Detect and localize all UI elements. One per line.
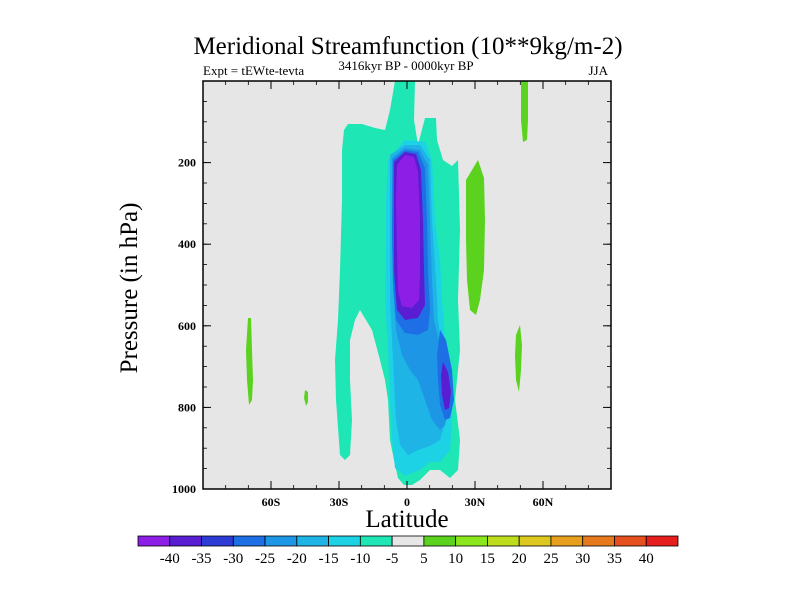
x-tick-label: 0	[404, 495, 410, 509]
colorbar-swatch	[137, 535, 171, 547]
x-tick-label: 60N	[533, 495, 554, 509]
season-label: JJA	[588, 63, 608, 78]
x-tick-label: 30S	[330, 495, 349, 509]
x-axis-ticks: 60S 30S 0 30N 60N	[262, 81, 554, 509]
colorbar-swatch	[201, 535, 234, 547]
colorbar-label: -35	[192, 551, 212, 567]
colorbar-label: -10	[350, 551, 370, 567]
colorbar-swatch	[455, 535, 488, 547]
period-label: 3416kyr BP - 0000kyr BP	[338, 58, 473, 73]
colorbar-swatch	[391, 535, 425, 547]
colorbar-swatch	[423, 535, 457, 547]
colorbar-label: 25	[543, 551, 558, 567]
contour-positive-region-2	[304, 390, 308, 406]
colorbar-label: -40	[160, 551, 180, 567]
plot-area	[202, 80, 612, 490]
x-tick-label: 60S	[262, 495, 281, 509]
colorbar: -40 -35 -30 -25 -20 -15 -10 -5 5 10 15 20 25 30 35 40	[137, 535, 679, 567]
colorbar-label: 35	[607, 551, 622, 567]
colorbar-label: 15	[480, 551, 495, 567]
contour-positive-region-4	[521, 81, 528, 142]
colorbar-swatch	[169, 535, 202, 547]
colorbar-label: 5	[420, 551, 428, 567]
colorbar-label: 40	[639, 551, 654, 567]
colorbar-swatch	[614, 535, 647, 547]
contour-region-minus30-lower	[441, 362, 451, 410]
x-tick-label: 30N	[465, 495, 486, 509]
colorbar-label: -30	[223, 551, 243, 567]
contour-positive-region-1	[246, 318, 253, 405]
colorbar-swatch	[550, 535, 584, 547]
y-tick-label: 200	[178, 156, 196, 170]
colorbar-label: 10	[448, 551, 463, 567]
colorbar-swatch	[487, 535, 520, 547]
colorbar-label: 20	[512, 551, 527, 567]
colorbar-swatch	[264, 535, 298, 547]
colorbar-label: 30	[575, 551, 590, 567]
contour-positive-region-3	[466, 160, 485, 315]
x-axis-label: Latitude	[365, 506, 448, 533]
colorbar-swatch	[296, 535, 329, 547]
y-tick-label: 1000	[172, 482, 196, 496]
y-tick-label: 800	[178, 400, 196, 414]
colorbar-swatch	[232, 535, 266, 547]
colorbar-label: -25	[255, 551, 275, 567]
experiment-label: Expt = tEWte-tevta	[203, 63, 304, 78]
colorbar-label: -15	[319, 551, 339, 567]
contour-region-minus5-small	[372, 218, 378, 235]
contour-region-minus35	[396, 155, 420, 308]
y-axis-ticks: 200 400 600 800 1000	[172, 156, 611, 496]
colorbar-swatch	[582, 535, 615, 547]
y-tick-label: 400	[178, 237, 196, 251]
colorbar-swatch	[359, 535, 393, 547]
colorbar-swatch	[518, 535, 552, 547]
y-tick-label: 600	[178, 319, 196, 333]
contour-positive-region-5	[515, 325, 522, 392]
colorbar-label: -20	[287, 551, 307, 567]
y-axis-label: Pressure (in hPa)	[116, 203, 143, 374]
colorbar-swatch	[328, 535, 361, 547]
colorbar-label: -5	[386, 551, 399, 567]
colorbar-swatch	[645, 535, 679, 547]
chart-title: Meridional Streamfunction (10**9kg/m-2)	[193, 33, 622, 60]
